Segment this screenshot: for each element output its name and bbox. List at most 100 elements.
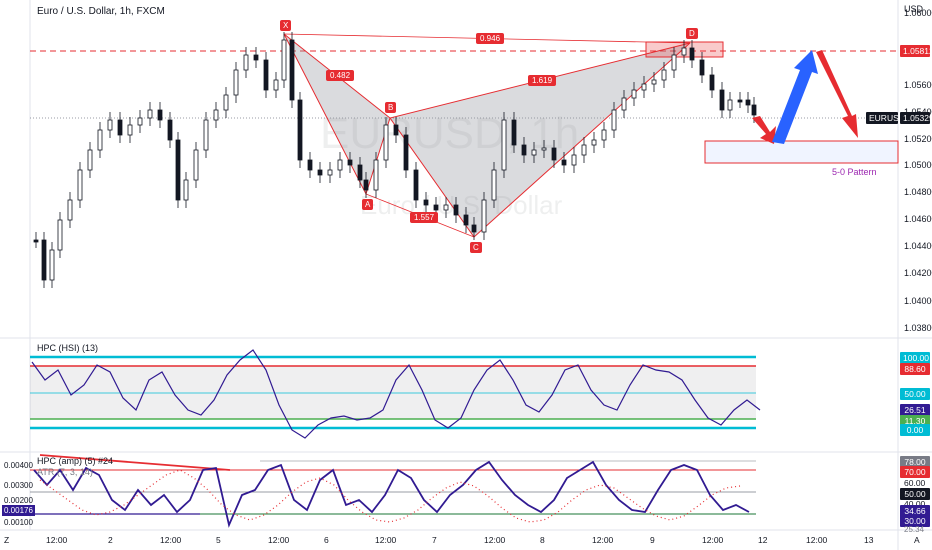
amp-tag-34: 34.66 (900, 505, 930, 517)
candle-body (357, 164, 363, 181)
candle-body (263, 59, 269, 91)
candle-body (137, 117, 143, 126)
candle-body (253, 54, 259, 61)
time-axis-label: Z (4, 535, 10, 545)
price-axis-label: 1.04200 (904, 268, 932, 278)
candle-body (601, 129, 607, 141)
pattern-point-c: C (470, 242, 482, 253)
amp-left-label-0: 0.00400 (4, 461, 33, 470)
candle-body (413, 169, 419, 201)
amp-label-25: 25.34 (904, 525, 925, 534)
pattern-point-b: B (385, 102, 397, 113)
candle-body (641, 83, 647, 91)
amp-label-60: 60.00 (904, 478, 926, 488)
candle-body (737, 99, 743, 103)
time-axis-label: 12:00 (484, 535, 506, 545)
price-axis-label: 1.04600 (904, 214, 932, 224)
candle-body (373, 159, 379, 191)
candle-body (433, 204, 439, 211)
candle-body (327, 169, 333, 176)
candle-body (651, 79, 657, 85)
time-axis-label: 12:00 (806, 535, 828, 545)
candle-body (97, 129, 103, 151)
time-axis-label: 12:00 (375, 535, 397, 545)
amp-line (33, 460, 750, 528)
pattern-point-d: D (686, 28, 698, 39)
time-axis-label: 12:00 (592, 535, 614, 545)
down-arrow-2 (816, 50, 858, 138)
last-price-tag: 1.05329 (900, 112, 932, 124)
hsi-tag-26: 26.51 (900, 404, 930, 416)
candle-body (213, 109, 219, 121)
candle-body (689, 47, 695, 61)
time-axis-label: 12:00 (702, 535, 724, 545)
candle-body (147, 109, 153, 119)
amp-legend: HPC (amp) (5) #24 (37, 456, 114, 466)
time-axis-label: 12:00 (46, 535, 68, 545)
candle-body (363, 179, 369, 191)
amp-tag-70: 70.00 (900, 466, 930, 478)
candle-body (157, 109, 163, 121)
candle-body (273, 79, 279, 91)
amp-left-label-4: 0.00100 (4, 518, 33, 527)
candle-body (423, 199, 429, 206)
candle-body (561, 159, 567, 166)
candle-body (203, 119, 209, 151)
candle-body (471, 224, 477, 233)
candle-body (453, 204, 459, 216)
candle-body (87, 149, 93, 171)
amp-left-label-1: 0.00300 (4, 481, 33, 490)
candle-body (77, 169, 83, 201)
candle-body (581, 144, 587, 156)
price-axis-label: 1.04400 (904, 241, 932, 251)
candle-body (745, 99, 751, 106)
candle-body (167, 119, 173, 141)
amp-tag-50: 50.00 (900, 488, 930, 500)
candle-body (531, 149, 537, 156)
price-axis-label: 1.05600 (904, 80, 932, 90)
hsi-tag-100: 100.00 (900, 352, 930, 364)
candle-body (719, 89, 725, 111)
candle-body (49, 249, 55, 281)
time-axis-label: 2 (108, 535, 113, 545)
pattern-label: 5-0 Pattern (832, 167, 877, 177)
candle-body (193, 149, 199, 181)
amp-label-40: 40.00 (904, 499, 926, 509)
price-axis-label: 1.06000 (904, 8, 932, 18)
candle-body (621, 97, 627, 111)
time-axis-label: 9 (650, 535, 655, 545)
time-axis-label: 13 (864, 535, 874, 545)
candle-body (463, 214, 469, 226)
candle-body (393, 124, 399, 136)
price-axis-label: 1.05000 (904, 160, 932, 170)
candle-body (183, 179, 189, 201)
candle-body (571, 154, 577, 166)
candle-body (297, 99, 303, 161)
candle-body (491, 169, 497, 201)
candle-body (57, 219, 63, 251)
amp-tag-78: 78.00 (900, 456, 930, 468)
candle-body (727, 99, 733, 111)
main-legend: Euro / U.S. Dollar, 1h, FXCM (37, 6, 165, 17)
candle-body (511, 119, 517, 146)
currency-label: USD (904, 4, 924, 14)
atr-dotted-line (39, 469, 741, 523)
candle-body (281, 39, 287, 81)
candle-body (521, 144, 527, 156)
up-arrow (772, 50, 818, 144)
price-level-tag: 1.05812 (900, 45, 932, 57)
candle-body (443, 204, 449, 211)
pattern-point-x: X (280, 20, 292, 31)
time-axis-label: 8 (540, 535, 545, 545)
candle-body (751, 104, 757, 116)
candle-body (681, 47, 687, 56)
symbol-tag: EURUSD (866, 112, 905, 124)
price-axis-label: 1.03800 (904, 323, 932, 333)
candle-body (117, 119, 123, 136)
candle-body (289, 39, 295, 101)
candle-body (501, 119, 507, 171)
candle-body (541, 147, 547, 151)
